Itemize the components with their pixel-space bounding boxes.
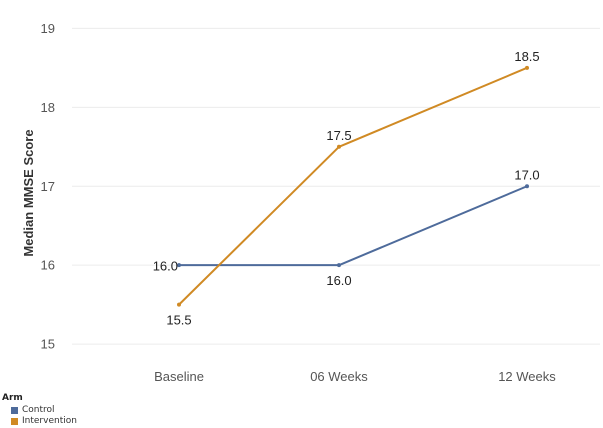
y-tick-label: 19 xyxy=(41,21,55,36)
data-label-intervention: 18.5 xyxy=(514,49,539,64)
x-axis-ticks: Baseline 06 Weeks 12 Weeks xyxy=(154,369,556,384)
data-point-intervention[interactable] xyxy=(337,144,341,149)
y-tick-label: 17 xyxy=(41,179,55,194)
series-lines xyxy=(177,65,529,307)
legend-title: Arm xyxy=(2,393,23,403)
legend-item-intervention[interactable]: Intervention xyxy=(2,416,77,428)
y-tick-label: 15 xyxy=(41,337,55,352)
x-tick-label: 12 Weeks xyxy=(498,369,556,384)
y-axis-ticks: 15 16 17 18 19 xyxy=(41,21,55,352)
legend: Arm Control Intervention xyxy=(2,393,77,428)
y-tick-label: 16 xyxy=(41,258,55,273)
legend-swatch-intervention xyxy=(11,418,18,426)
data-point-control[interactable] xyxy=(177,263,181,268)
legend-item-control[interactable]: Control xyxy=(2,405,77,417)
data-point-intervention[interactable] xyxy=(177,302,181,307)
y-axis-label: Median MMSE Score xyxy=(21,129,36,256)
data-label-control: 17.0 xyxy=(514,167,539,182)
data-label-intervention: 15.5 xyxy=(166,313,191,328)
data-label-control: 16.0 xyxy=(153,259,178,274)
y-tick-label: 18 xyxy=(41,100,55,115)
legend-swatch-control xyxy=(11,406,18,414)
data-label-intervention: 17.5 xyxy=(326,128,351,143)
x-tick-label: Baseline xyxy=(154,369,204,384)
line-chart: Median MMSE Score 15 16 17 18 19 Baseline 06 … xyxy=(21,21,600,384)
legend-label-control: Control xyxy=(22,404,55,415)
data-point-control[interactable] xyxy=(525,184,529,189)
data-point-control[interactable] xyxy=(337,263,341,268)
data-point-intervention[interactable] xyxy=(525,65,529,70)
legend-label-intervention: Intervention xyxy=(22,416,77,426)
data-labels: 16.0 16.0 17.0 15.5 17.5 18.5 xyxy=(153,49,540,328)
data-label-control: 16.0 xyxy=(326,273,351,288)
gridlines xyxy=(72,27,600,345)
x-tick-label: 06 Weeks xyxy=(310,369,368,384)
